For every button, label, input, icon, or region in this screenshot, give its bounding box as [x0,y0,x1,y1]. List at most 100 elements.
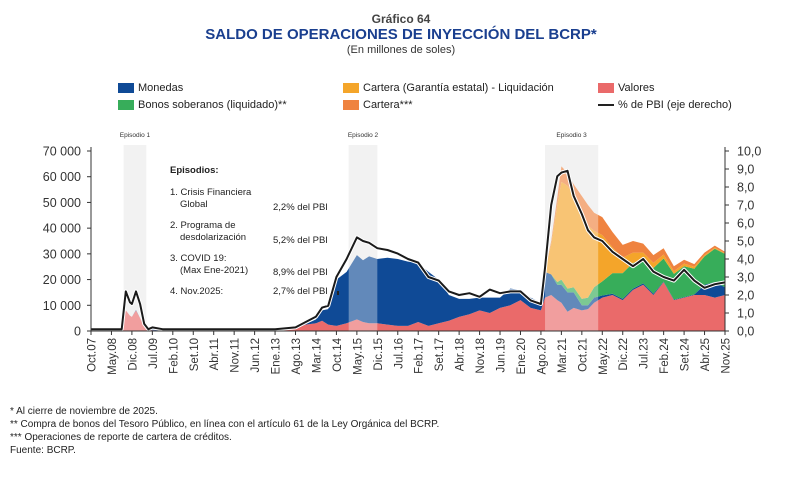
legend-swatch-cartera-garantia [343,83,359,93]
x-tick-label: Set.17 [434,338,446,371]
episode-4-value: 2,7% del PBI [273,286,328,297]
episode-label-1: Episodio 1 [120,132,151,139]
y-tick-label-left: 10 000 [43,299,81,313]
x-tick-label: May.08 [107,338,119,375]
y-tick-label-right: 10,0 [737,145,761,159]
x-tick-label: Mar.14 [311,337,323,373]
x-tick-label: Mar.21 [557,338,569,373]
episode-overlay-3 [545,145,599,331]
legend-label: Valores [618,82,655,94]
footnotes: * Al cierre de noviembre de 2025. ** Com… [10,405,439,457]
legend-item-valores: Valores [598,82,654,94]
legend-label: Cartera*** [363,99,413,111]
x-tick-label: Abr.18 [455,338,467,371]
episode-3-value: 8,9% del PBI [273,267,328,278]
y-tick-label-right: 9,0 [737,163,754,177]
x-tick-label: Nov.18 [475,338,487,374]
episode-overlay-1 [123,145,147,331]
x-tick-label: Oct.21 [577,338,589,372]
y-tick-label-right: 7,0 [737,199,754,213]
y-tick-label-left: 20 000 [43,273,81,287]
legend-item-bonos: Bonos soberanos (liquidado)** [118,99,287,111]
legend-label: Monedas [138,82,184,94]
chart-kicker: Gráfico 64 [371,12,431,26]
x-tick-label: Jun.12 [250,338,262,373]
x-tick-label: Abr.11 [209,338,221,370]
y-tick-label-right: 1,0 [737,307,754,321]
axes: 0 10 000 20 000 30 000 40 000 50 000 60 000 70 … [43,145,762,375]
x-tick-label: Set.10 [189,338,201,371]
x-tick-label: Jun.19 [496,338,508,373]
pbi-line [91,169,726,331]
episode-2-value: 5,2% del PBI [273,235,328,246]
x-tick-label: Oct.07 [87,338,99,372]
stacked-areas [91,166,725,331]
x-tick-label: Ene.20 [516,338,528,374]
x-tick-label: Feb.10 [168,338,180,374]
y-tick-label-right: 0,0 [737,325,754,339]
y-tick-label-right: 6,0 [737,217,754,231]
episode-3-label-2: (Max Ene-2021) [180,265,248,276]
x-tick-label: Feb.17 [414,338,426,374]
episode-shade-1 [123,145,147,331]
area-bonos [91,248,725,331]
x-tick-label: Ene.13 [271,338,283,374]
x-tick-label: Jul.23 [639,338,651,369]
legend-swatch-cartera [343,100,359,110]
episodes-panel: Episodios: 1. Crisis Financiera Global 2… [170,165,328,297]
x-tick-label: Dic.15 [373,338,385,371]
x-tick-label: Dic.08 [127,338,139,371]
legend-label: Cartera (Garantía estatal) - Liquidación [363,82,554,94]
y-tick-label-right: 8,0 [737,181,754,195]
y-tick-label-right: 4,0 [737,253,754,267]
x-tick-label: Dic.22 [618,338,630,371]
x-tick-label: Nov.25 [721,338,733,374]
legend-swatch-valores [598,83,614,93]
x-tick-label: Ago.20 [536,338,548,374]
chart-svg: Episodio 1 Episodio 2 Episodio 3 0 10 000 20… [43,132,762,375]
episode-3-label-1: 3. COVID 19: [170,253,227,264]
episode-1-value: 2,2% del PBI [273,202,328,213]
x-tick-label: Jul.09 [148,338,160,369]
area-valores [91,282,725,331]
chart-title: SALDO DE OPERACIONES DE INYECCIÓN DEL BC… [205,26,597,43]
episode-shades-overlay: Episodio 1 Episodio 2 Episodio 3 [120,132,599,331]
episode-1-label-1: 1. Crisis Financiera [170,187,252,198]
x-tick-label: Abr.25 [700,338,712,371]
legend-swatch-bonos [118,100,134,110]
y-tick-label-right: 2,0 [737,289,754,303]
chart-legend: Monedas Cartera (Garantía estatal) - Liq… [0,0,802,130]
legend-item-cartera: Cartera*** [343,99,413,111]
panel-marker [337,291,339,295]
pbi-line-group [91,168,726,332]
episode-2-label-2: desdolarización [180,232,246,243]
episode-overlay-2 [348,145,378,331]
x-tick-label: Feb.24 [659,337,671,373]
x-tick-label: Ago.13 [291,338,303,374]
x-tick-label: Nov.11 [230,338,242,373]
episodes-heading: Episodios: [170,165,219,176]
episode-2-label-1: 2. Programa de [170,220,235,231]
chart-header: Gráfico 64 SALDO DE OPERACIONES DE INYEC… [0,12,802,57]
x-tick-label: Jul.16 [393,338,405,369]
y-tick-label-left: 70 000 [43,145,81,159]
footnote-3: *** Operaciones de reporte de cartera de… [10,432,232,443]
legend-swatch-monedas [118,83,134,93]
episode-label-2: Episodio 2 [348,132,379,139]
x-tick-label: May.22 [598,338,610,375]
y-tick-label-right: 5,0 [737,235,754,249]
legend-item-pbi: % de PBI (eje derecho) [598,99,732,111]
episode-1-label-2: Global [180,199,207,210]
x-tick-label: Set.24 [680,337,692,371]
x-tick-label: Oct.14 [332,337,344,371]
legend-label: % de PBI (eje derecho) [618,99,732,111]
y-tick-label-right: 3,0 [737,271,754,285]
x-tick-label: May.15 [352,338,364,375]
episode-label-3: Episodio 3 [556,132,587,139]
legend-label: Bonos soberanos (liquidado)** [138,99,287,111]
chart-subtitle: (En millones de soles) [346,44,456,56]
footnote-2: ** Compra de bonos del Tesoro Público, e… [10,419,440,430]
area-cartera_ge [91,181,725,331]
footnote-1: * Al cierre de noviembre de 2025. [10,406,158,417]
episode-4-label-1: 4. Nov.2025: [170,286,223,297]
